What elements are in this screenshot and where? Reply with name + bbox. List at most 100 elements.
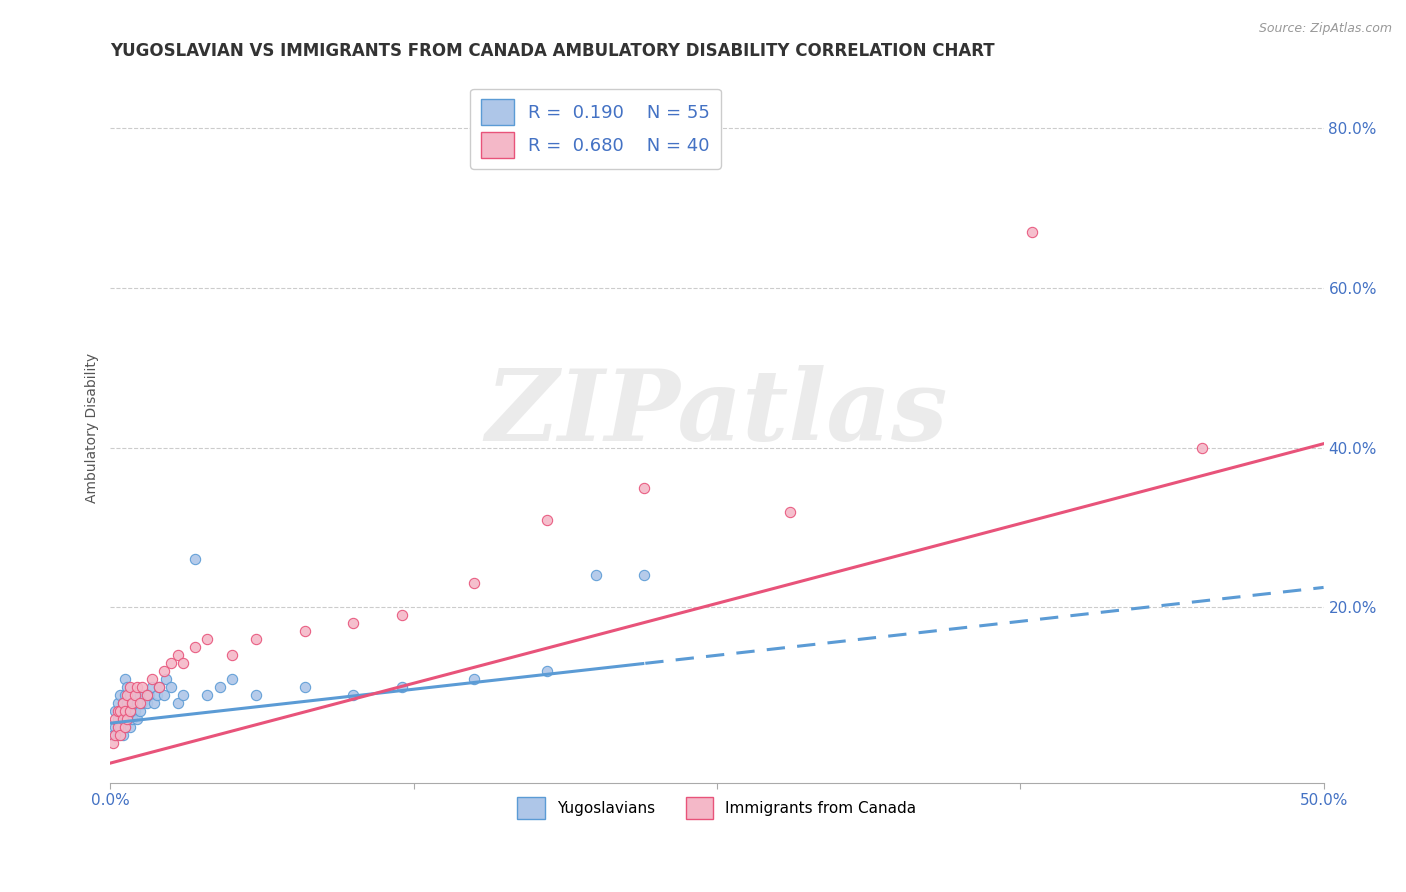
Point <box>148 680 170 694</box>
Point <box>131 696 153 710</box>
Point <box>160 657 183 671</box>
Point <box>536 665 558 679</box>
Point <box>111 712 134 726</box>
Point <box>135 696 157 710</box>
Point <box>160 680 183 694</box>
Point <box>111 696 134 710</box>
Point <box>152 688 174 702</box>
Point <box>117 680 139 694</box>
Point <box>114 720 136 734</box>
Point <box>138 688 160 702</box>
Point <box>172 657 194 671</box>
Point <box>107 696 129 710</box>
Point <box>143 696 166 710</box>
Point <box>208 680 231 694</box>
Point <box>197 688 219 702</box>
Point <box>145 688 167 702</box>
Point <box>127 712 149 726</box>
Point <box>294 680 316 694</box>
Point <box>536 512 558 526</box>
Point <box>111 712 134 726</box>
Point <box>121 696 143 710</box>
Point <box>245 688 267 702</box>
Point <box>172 688 194 702</box>
Point <box>108 728 131 742</box>
Point <box>117 696 139 710</box>
Point <box>134 688 156 702</box>
Text: ZIPatlas: ZIPatlas <box>486 365 948 462</box>
Point <box>114 704 136 718</box>
Point <box>128 688 150 702</box>
Point <box>118 704 141 718</box>
Point <box>127 680 149 694</box>
Point <box>111 696 134 710</box>
Point <box>131 680 153 694</box>
Point <box>152 665 174 679</box>
Point <box>114 688 136 702</box>
Point <box>114 704 136 718</box>
Point <box>463 672 485 686</box>
Point <box>127 696 149 710</box>
Point <box>391 680 413 694</box>
Point <box>101 736 124 750</box>
Point <box>107 720 129 734</box>
Point <box>141 672 163 686</box>
Point <box>1021 225 1043 239</box>
Point <box>107 704 129 718</box>
Point <box>342 688 364 702</box>
Point <box>633 568 655 582</box>
Point <box>104 720 127 734</box>
Point <box>104 704 127 718</box>
Text: Source: ZipAtlas.com: Source: ZipAtlas.com <box>1258 22 1392 36</box>
Point <box>108 704 131 718</box>
Point <box>167 696 190 710</box>
Point <box>124 704 146 718</box>
Point <box>1191 441 1213 455</box>
Point <box>101 728 124 742</box>
Point <box>117 712 139 726</box>
Point <box>779 505 801 519</box>
Y-axis label: Ambulatory Disability: Ambulatory Disability <box>86 352 100 503</box>
Point <box>118 704 141 718</box>
Point <box>108 720 131 734</box>
Point <box>245 632 267 647</box>
Point <box>633 481 655 495</box>
Point <box>111 728 134 742</box>
Point <box>391 608 413 623</box>
Point <box>104 728 127 742</box>
Legend: Yugoslavians, Immigrants from Canada: Yugoslavians, Immigrants from Canada <box>512 791 922 825</box>
Point <box>128 704 150 718</box>
Point <box>342 616 364 631</box>
Point <box>155 672 177 686</box>
Point <box>124 688 146 702</box>
Point <box>463 576 485 591</box>
Point <box>114 720 136 734</box>
Point <box>118 680 141 694</box>
Point <box>121 696 143 710</box>
Point <box>221 672 243 686</box>
Point <box>107 728 129 742</box>
Point <box>184 552 207 566</box>
Point <box>221 648 243 663</box>
Point <box>104 712 127 726</box>
Point <box>148 680 170 694</box>
Point <box>107 712 129 726</box>
Point <box>294 624 316 639</box>
Text: YUGOSLAVIAN VS IMMIGRANTS FROM CANADA AMBULATORY DISABILITY CORRELATION CHART: YUGOSLAVIAN VS IMMIGRANTS FROM CANADA AM… <box>111 42 995 60</box>
Point <box>128 696 150 710</box>
Point <box>135 688 157 702</box>
Point <box>184 640 207 655</box>
Point <box>118 688 141 702</box>
Point <box>167 648 190 663</box>
Point <box>118 720 141 734</box>
Point <box>108 704 131 718</box>
Point <box>114 672 136 686</box>
Point <box>121 712 143 726</box>
Point <box>197 632 219 647</box>
Point <box>124 688 146 702</box>
Point <box>585 568 607 582</box>
Point <box>117 688 139 702</box>
Point <box>117 712 139 726</box>
Point <box>141 680 163 694</box>
Point <box>108 688 131 702</box>
